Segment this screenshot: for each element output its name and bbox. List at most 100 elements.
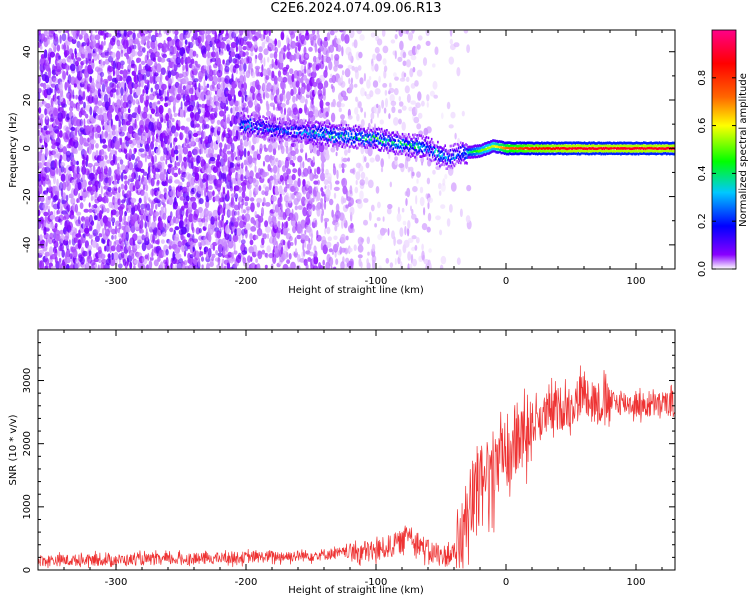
spectrogram-ridge-cell [385, 143, 387, 146]
spectrogram-ridge-cell [397, 152, 400, 156]
spectrogram-cell [185, 216, 188, 223]
spectrogram-cell [230, 193, 236, 198]
spectrogram-cell [448, 124, 454, 129]
spectrogram-cell [174, 34, 178, 43]
spectrogram-cell [435, 215, 441, 221]
spectrogram-cell [97, 166, 101, 175]
spectrogram-cell [342, 197, 347, 203]
spectrogram-cell [412, 258, 417, 267]
spectrogram-cell [136, 57, 142, 63]
spectrogram-ridge-cell [345, 130, 348, 134]
spectrogram-cell [44, 166, 51, 173]
spectrogram-cell [321, 208, 325, 217]
spectrogram-cell [130, 60, 135, 67]
spectrogram-cell [221, 214, 224, 221]
spectrogram-cell [419, 196, 425, 207]
spectrogram-cell [102, 160, 107, 169]
spectrogram-cell [298, 107, 303, 114]
spectrogram-cell [416, 123, 422, 130]
spectrogram-cell [425, 40, 431, 47]
spectrogram-cell [414, 244, 418, 251]
spectrogram-cell [163, 222, 166, 228]
spectrogram-cell [44, 265, 49, 269]
spectrogram-ridge-cell [314, 125, 316, 128]
spectrogram-cell [368, 76, 372, 81]
spectrogram-cell [353, 39, 358, 49]
spectrogram-cell [305, 53, 310, 59]
spectrogram-cell [233, 36, 237, 42]
spectrogram-cell [70, 214, 75, 220]
spectrogram-cell [334, 53, 340, 61]
spectrogram-cell [245, 169, 250, 179]
spectrogram-cell [61, 110, 66, 119]
spectrogram-ridge-cell [345, 123, 348, 127]
spectrogram-cell [66, 30, 70, 34]
spectrogram-cell [382, 83, 388, 88]
spectrogram-cell [148, 208, 154, 217]
spectrogram-cell [382, 45, 389, 54]
spectrogram-cell [217, 252, 223, 258]
spectrogram-ridge-cell [311, 121, 313, 124]
spectrogram-cell [79, 195, 84, 201]
spectrogram-cell [262, 82, 267, 91]
spectrogram-cell [432, 80, 438, 90]
spectrogram-cell [73, 83, 77, 88]
spectrogram-cell [207, 134, 212, 144]
spectrogram-cell [200, 147, 204, 155]
spectrogram-cell [53, 107, 59, 117]
spectrogram-cell [291, 173, 296, 181]
spectrogram-cell [203, 79, 206, 89]
spectrogram-cell [292, 107, 299, 115]
spectrogram-ridge-cell [305, 134, 307, 138]
spectrogram-cell [250, 226, 257, 232]
spectrogram-cell [275, 240, 279, 249]
spectrogram-cell [90, 60, 95, 70]
spectrogram-cell [232, 106, 236, 115]
spectrogram-cell [59, 81, 63, 92]
spectrogram-cell [137, 101, 140, 107]
spectrogram-cell [200, 190, 204, 196]
spectrogram-cell [97, 87, 102, 97]
spectrogram-ridge-cell [250, 124, 253, 128]
spectrogram-ridge-cell [337, 128, 339, 131]
spectrogram-cell [191, 64, 195, 71]
spectrogram-cell [68, 173, 72, 184]
spectrogram-cell [165, 158, 168, 165]
spectrogram-cell [308, 62, 313, 68]
spectrogram-ridge-cell [439, 159, 441, 162]
spectrogram-cell [344, 68, 351, 78]
spectrogram-cell [155, 199, 161, 204]
spectrogram-cell [38, 92, 41, 101]
spectrogram-cell [343, 217, 346, 224]
spectrogram-cell [44, 134, 50, 143]
spectrogram-ridge-cell [385, 131, 387, 135]
spectrogram-cell [312, 204, 316, 212]
spectrogram-cell [73, 58, 76, 65]
spectrogram-cell [114, 124, 118, 131]
spectrogram-cell [134, 51, 138, 56]
spectrogram-cell [127, 64, 132, 70]
spectrogram-cell [239, 88, 245, 98]
spectrogram-cell [208, 96, 214, 101]
spectrogram-cell [240, 239, 246, 245]
spectrogram-cell [396, 213, 402, 222]
spectrogram-cell [224, 75, 231, 85]
spectrogram-cell [232, 234, 239, 243]
spectrogram-cell [423, 207, 426, 216]
spectrogram-cell [182, 142, 186, 150]
spectrogram-cell [357, 65, 362, 71]
spectrogram-cell [320, 187, 324, 193]
spectrogram-cell [314, 86, 317, 96]
spectrogram-cell [383, 65, 388, 72]
spectrogram-cell [114, 239, 120, 245]
spectrogram-cell [411, 171, 415, 177]
spectrogram-cell [130, 197, 137, 203]
spectrogram-cell [42, 82, 47, 90]
spectrogram-cell [120, 64, 124, 70]
spectrogram-cell [207, 191, 214, 198]
spectrogram-cell [122, 123, 127, 132]
spectrogram-cell [285, 91, 291, 101]
spectrogram-cell [217, 57, 221, 68]
spectrogram-cell [225, 144, 231, 150]
spectrogram-cell [304, 235, 310, 242]
